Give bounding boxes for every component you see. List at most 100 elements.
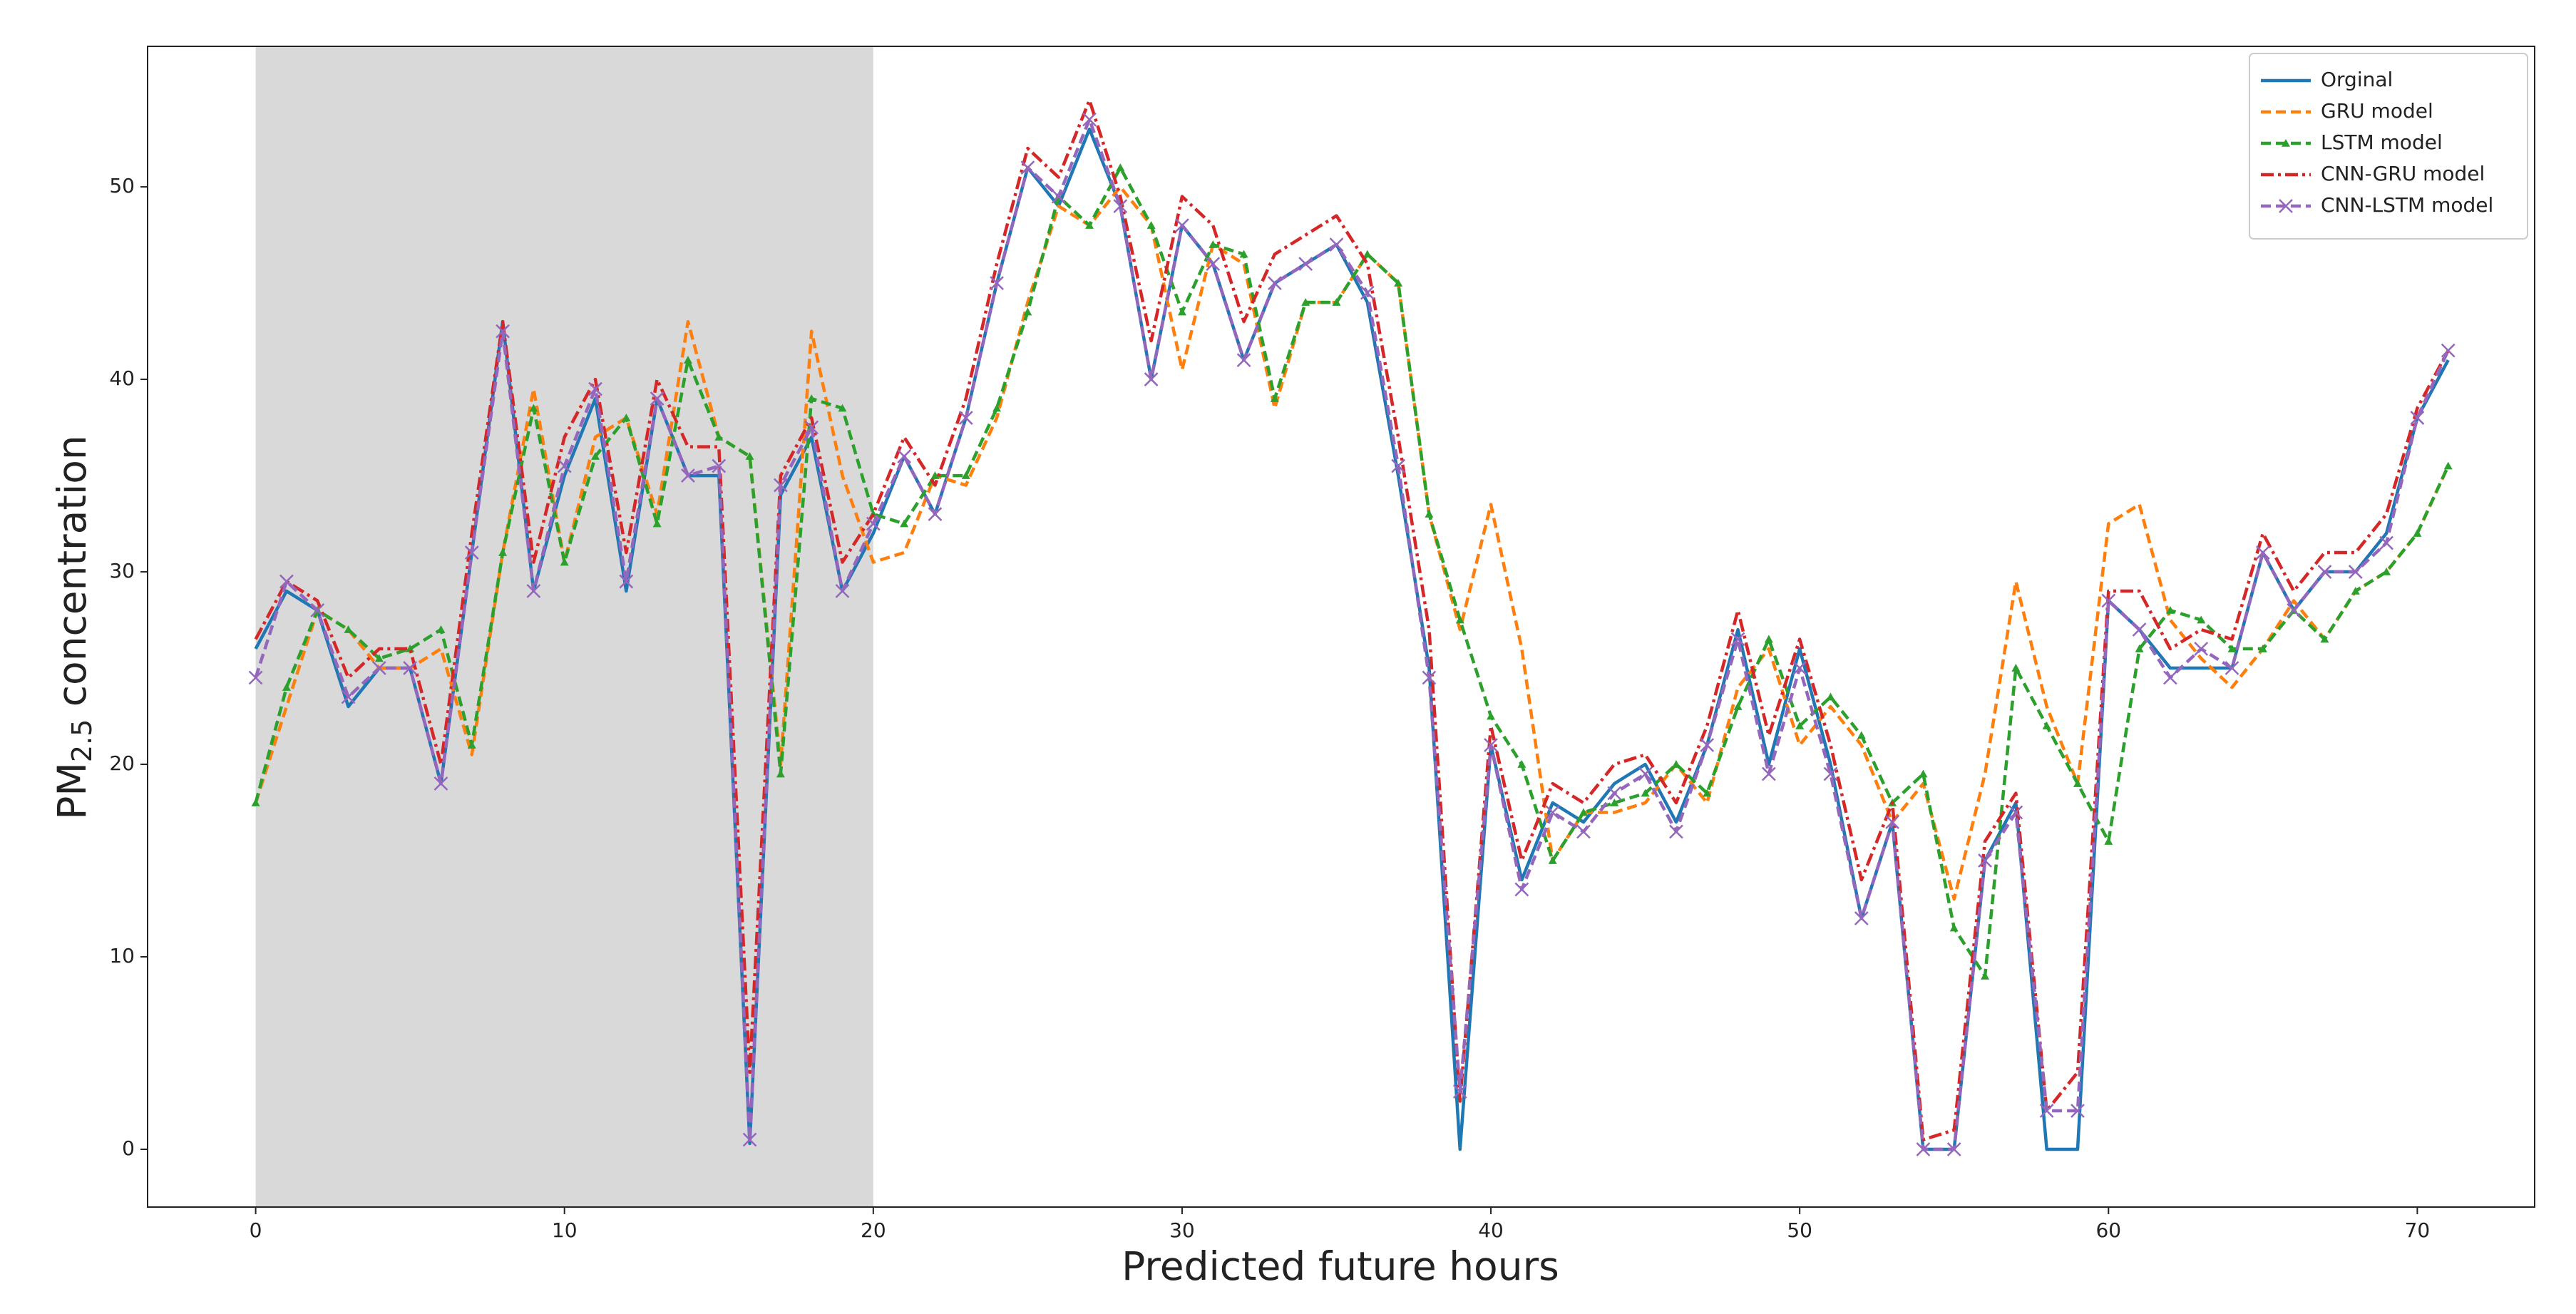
- marker: [2135, 645, 2144, 652]
- marker: [1703, 789, 1712, 797]
- marker: [1576, 824, 1591, 839]
- marker: [807, 394, 816, 402]
- marker: [2039, 1104, 2054, 1118]
- marker: [1363, 250, 1372, 258]
- marker: [900, 519, 909, 528]
- marker: [2255, 545, 2270, 560]
- marker: [1733, 702, 1743, 710]
- marker: [433, 776, 448, 791]
- marker: [2282, 139, 2290, 147]
- marker: [1394, 279, 1403, 287]
- legend-label: GRU model: [2321, 99, 2433, 123]
- marker: [588, 381, 602, 396]
- y-label-part: concentration: [49, 435, 95, 719]
- marker: [1823, 766, 1838, 781]
- marker: [619, 574, 634, 589]
- y-tick-label: 40: [109, 366, 135, 390]
- marker: [526, 584, 541, 598]
- marker: [2197, 615, 2206, 624]
- marker: [2163, 670, 2177, 685]
- marker: [2317, 565, 2332, 579]
- marker: [1484, 738, 1498, 752]
- marker: [1051, 189, 1066, 204]
- y-axis-label: PM2.5 concentration: [49, 435, 97, 819]
- legend-label: LSTM model: [2321, 130, 2443, 154]
- marker: [742, 1132, 757, 1147]
- marker: [776, 769, 785, 778]
- marker: [1020, 160, 1035, 175]
- legend-label: CNN-GRU model: [2321, 162, 2485, 185]
- plot-frame: [147, 46, 2535, 1208]
- marker: [557, 458, 572, 473]
- marker: [1916, 1142, 1931, 1156]
- marker: [1669, 824, 1683, 839]
- x-tick-label: 70: [2405, 1218, 2431, 1242]
- marker: [1610, 799, 1619, 806]
- marker: [1175, 218, 1189, 232]
- marker: [712, 458, 727, 473]
- x-tick-label: 20: [861, 1218, 886, 1242]
- marker: [835, 584, 850, 598]
- marker: [930, 471, 940, 479]
- marker: [498, 548, 508, 556]
- marker: [1301, 298, 1310, 306]
- marker: [403, 661, 418, 675]
- marker: [1826, 692, 1835, 701]
- series-line: [254, 185, 2450, 901]
- marker: [2227, 645, 2237, 652]
- marker: [1857, 731, 1866, 739]
- marker: [774, 478, 788, 493]
- marker: [1761, 766, 1776, 781]
- marker: [560, 558, 569, 566]
- marker: [1792, 661, 1807, 675]
- marker: [1981, 972, 1990, 980]
- x-tick-label: 10: [552, 1218, 578, 1242]
- marker: [1978, 853, 1992, 868]
- marker: [1545, 805, 1560, 820]
- shaded-region: [255, 46, 873, 1207]
- marker: [1391, 458, 1406, 473]
- legend: Orginal GRU model LSTM model CNN-GRU model C…: [2249, 53, 2528, 240]
- legend-label: Orginal: [2321, 68, 2393, 91]
- marker: [1082, 112, 1097, 127]
- y-label-part: PM: [49, 762, 95, 820]
- marker: [1270, 394, 1279, 402]
- marker: [990, 276, 1004, 290]
- series-line: [254, 98, 2450, 1141]
- marker: [2379, 535, 2393, 550]
- marker: [2194, 642, 2209, 656]
- marker: [745, 452, 754, 460]
- marker: [1548, 856, 1557, 864]
- marker: [838, 404, 847, 412]
- series: [248, 112, 2456, 1156]
- marker: [1579, 808, 1588, 816]
- y-tick-label: 0: [122, 1136, 135, 1160]
- marker: [2042, 722, 2051, 729]
- marker: [1177, 307, 1186, 316]
- marker: [310, 603, 325, 617]
- x-tick-label: 60: [2095, 1218, 2121, 1242]
- marker: [1730, 632, 1745, 647]
- x-tick-label: 40: [1478, 1218, 1504, 1242]
- marker: [1146, 221, 1156, 229]
- marker: [2351, 587, 2360, 595]
- marker: [374, 654, 384, 662]
- marker: [1885, 815, 1900, 829]
- y-tick-label: 20: [109, 751, 135, 775]
- marker: [1209, 240, 1218, 248]
- marker: [464, 545, 479, 560]
- marker: [2132, 622, 2147, 637]
- marker: [1854, 911, 1869, 925]
- marker: [1267, 276, 1282, 290]
- marker: [248, 670, 263, 685]
- marker: [344, 625, 353, 633]
- marker: [1425, 510, 1434, 518]
- series: [251, 163, 2453, 980]
- marker: [1236, 353, 1251, 367]
- marker: [2073, 779, 2082, 787]
- legend-box: [2249, 53, 2528, 240]
- marker: [2225, 661, 2239, 675]
- marker: [279, 574, 294, 589]
- marker: [2258, 645, 2267, 652]
